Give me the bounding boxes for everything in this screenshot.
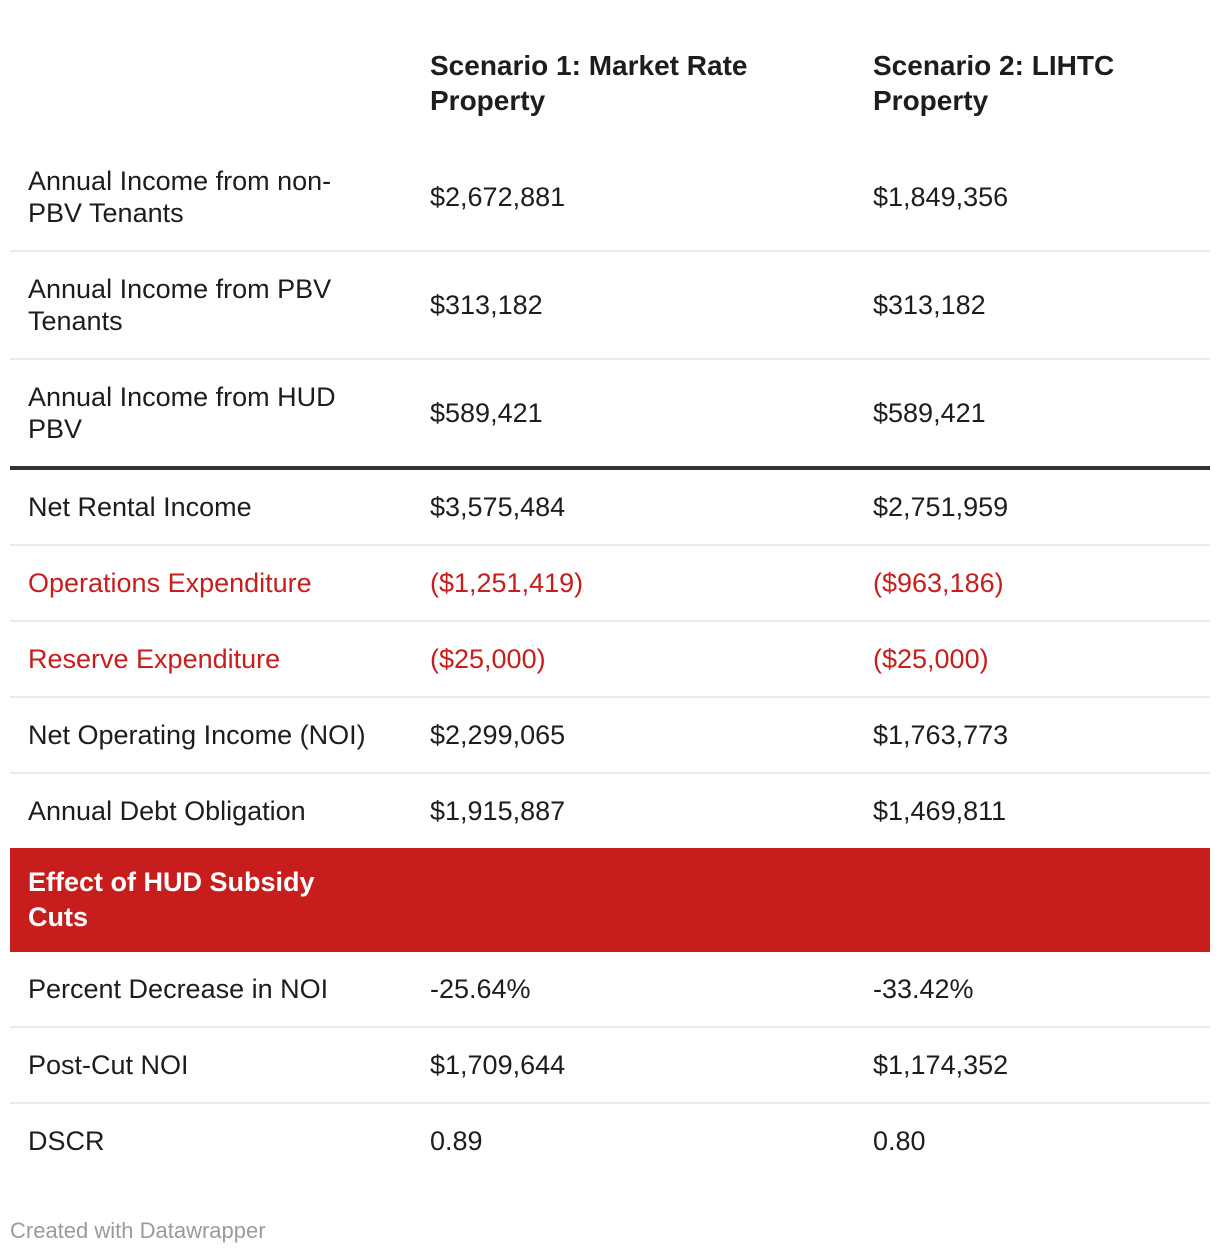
- table-body: Annual Income from non-PBV Tenants $2,672…: [10, 144, 1210, 1178]
- value-scenario-2: $2,751,959: [873, 492, 1009, 522]
- value-scenario-1: ($25,000): [430, 644, 546, 674]
- value-scenario-1: ($1,251,419): [430, 568, 584, 598]
- value-scenario-2: $1,174,352: [873, 1050, 1009, 1080]
- table-row: Reserve Expenditure ($25,000) ($25,000): [10, 622, 1210, 696]
- row-label-text: Percent Decrease in NOI: [28, 974, 329, 1004]
- table-row: Annual Income from PBV Tenants $313,182 $3…: [10, 252, 1210, 358]
- table-row: Percent Decrease in NOI -25.64% -33.42%: [10, 952, 1210, 1026]
- value-scenario-1: $313,182: [430, 290, 543, 320]
- value-scenario-2: $313,182: [873, 290, 986, 320]
- row-separator: [10, 466, 1210, 470]
- row-label-text: DSCR: [28, 1126, 105, 1156]
- table-row: Post-Cut NOI $1,709,644 $1,174,352: [10, 1028, 1210, 1102]
- header-empty-cell: [10, 40, 430, 74]
- table-row: Annual Debt Obligation $1,915,887 $1,469,8…: [10, 774, 1210, 848]
- row-label: Net Rental Income: [10, 470, 430, 544]
- value-scenario-2: $1,763,773: [873, 720, 1009, 750]
- value-scenario-1: $1,709,644: [430, 1050, 566, 1080]
- table-row: Net Operating Income (NOI) $2,299,065 $1,7…: [10, 698, 1210, 772]
- value-scenario-2: ($25,000): [873, 644, 989, 674]
- row-separator: [10, 620, 1210, 622]
- value-scenario-2: $1,849,356: [873, 182, 1009, 212]
- row-label: Reserve Expenditure: [10, 622, 430, 696]
- value-scenario-1: $2,299,065: [430, 720, 566, 750]
- value-scenario-2: 0.80: [873, 1126, 926, 1156]
- value-scenario-2: ($963,186): [873, 568, 1004, 598]
- footer-credit: Created with Datawrapper: [10, 1218, 266, 1243]
- value-scenario-2: $1,469,811: [873, 796, 1007, 826]
- row-label-text: Annual Debt Obligation: [28, 796, 306, 826]
- row-label: DSCR: [10, 1104, 430, 1178]
- row-label: Net Operating Income (NOI): [10, 698, 430, 772]
- row-label-text: Reserve Expenditure: [28, 644, 281, 674]
- row-label-text: Effect of HUD Subsidy Cuts: [28, 867, 315, 932]
- table-row: Annual Income from HUD PBV $589,421 $589,4…: [10, 360, 1210, 466]
- table-row: DSCR 0.89 0.80: [10, 1104, 1210, 1178]
- column-header-scenario-2-label: Scenario 2: LIHTC Property: [873, 50, 1115, 116]
- row-separator: [10, 772, 1210, 774]
- row-label: Annual Income from HUD PBV: [10, 360, 430, 466]
- row-label: Post-Cut NOI: [10, 1028, 430, 1102]
- table-header-row: Scenario 1: Market Rate Property Scenari…: [10, 40, 1210, 144]
- value-scenario-2: $589,421: [873, 398, 986, 428]
- row-separator: [10, 1026, 1210, 1028]
- row-label: Effect of HUD Subsidy Cuts: [10, 848, 430, 952]
- row-label-text: Annual Income from PBV Tenants: [28, 274, 332, 336]
- column-header-scenario-2: Scenario 2: LIHTC Property: [873, 40, 1210, 144]
- row-label-text: Post-Cut NOI: [28, 1050, 189, 1080]
- row-separator: [10, 250, 1210, 252]
- row-label-text: Annual Income from non-PBV Tenants: [28, 166, 332, 228]
- row-separator: [10, 358, 1210, 360]
- row-label-text: Annual Income from HUD PBV: [28, 382, 336, 444]
- row-separator: [10, 544, 1210, 546]
- column-header-scenario-1-label: Scenario 1: Market Rate Property: [430, 50, 748, 116]
- value-scenario-1: -25.64%: [430, 974, 531, 1004]
- table-row: Annual Income from non-PBV Tenants $2,672…: [10, 144, 1210, 250]
- row-label-text: Net Rental Income: [28, 492, 252, 522]
- value-scenario-1: 0.89: [430, 1126, 483, 1156]
- row-label: Annual Debt Obligation: [10, 774, 430, 848]
- value-scenario-1: $1,915,887: [430, 796, 566, 826]
- table-row: Net Rental Income $3,575,484 $2,751,959: [10, 470, 1210, 544]
- table-row: Operations Expenditure ($1,251,419) ($963,…: [10, 546, 1210, 620]
- row-label-text: Net Operating Income (NOI): [28, 720, 366, 750]
- value-scenario-2: -33.42%: [873, 974, 974, 1004]
- row-label-text: Operations Expenditure: [28, 568, 312, 598]
- comparison-table: Scenario 1: Market Rate Property Scenari…: [10, 40, 1210, 1178]
- row-label: Percent Decrease in NOI: [10, 952, 430, 1026]
- section-banner-row: Effect of HUD Subsidy Cuts: [10, 848, 1210, 952]
- value-scenario-1: $3,575,484: [430, 492, 566, 522]
- column-header-scenario-1: Scenario 1: Market Rate Property: [430, 40, 873, 144]
- row-separator: [10, 1102, 1210, 1104]
- row-label: Annual Income from PBV Tenants: [10, 252, 430, 358]
- row-label: Operations Expenditure: [10, 546, 430, 620]
- value-scenario-1: $2,672,881: [430, 182, 566, 212]
- row-separator: [10, 696, 1210, 698]
- value-scenario-1: $589,421: [430, 398, 543, 428]
- row-label: Annual Income from non-PBV Tenants: [10, 144, 430, 250]
